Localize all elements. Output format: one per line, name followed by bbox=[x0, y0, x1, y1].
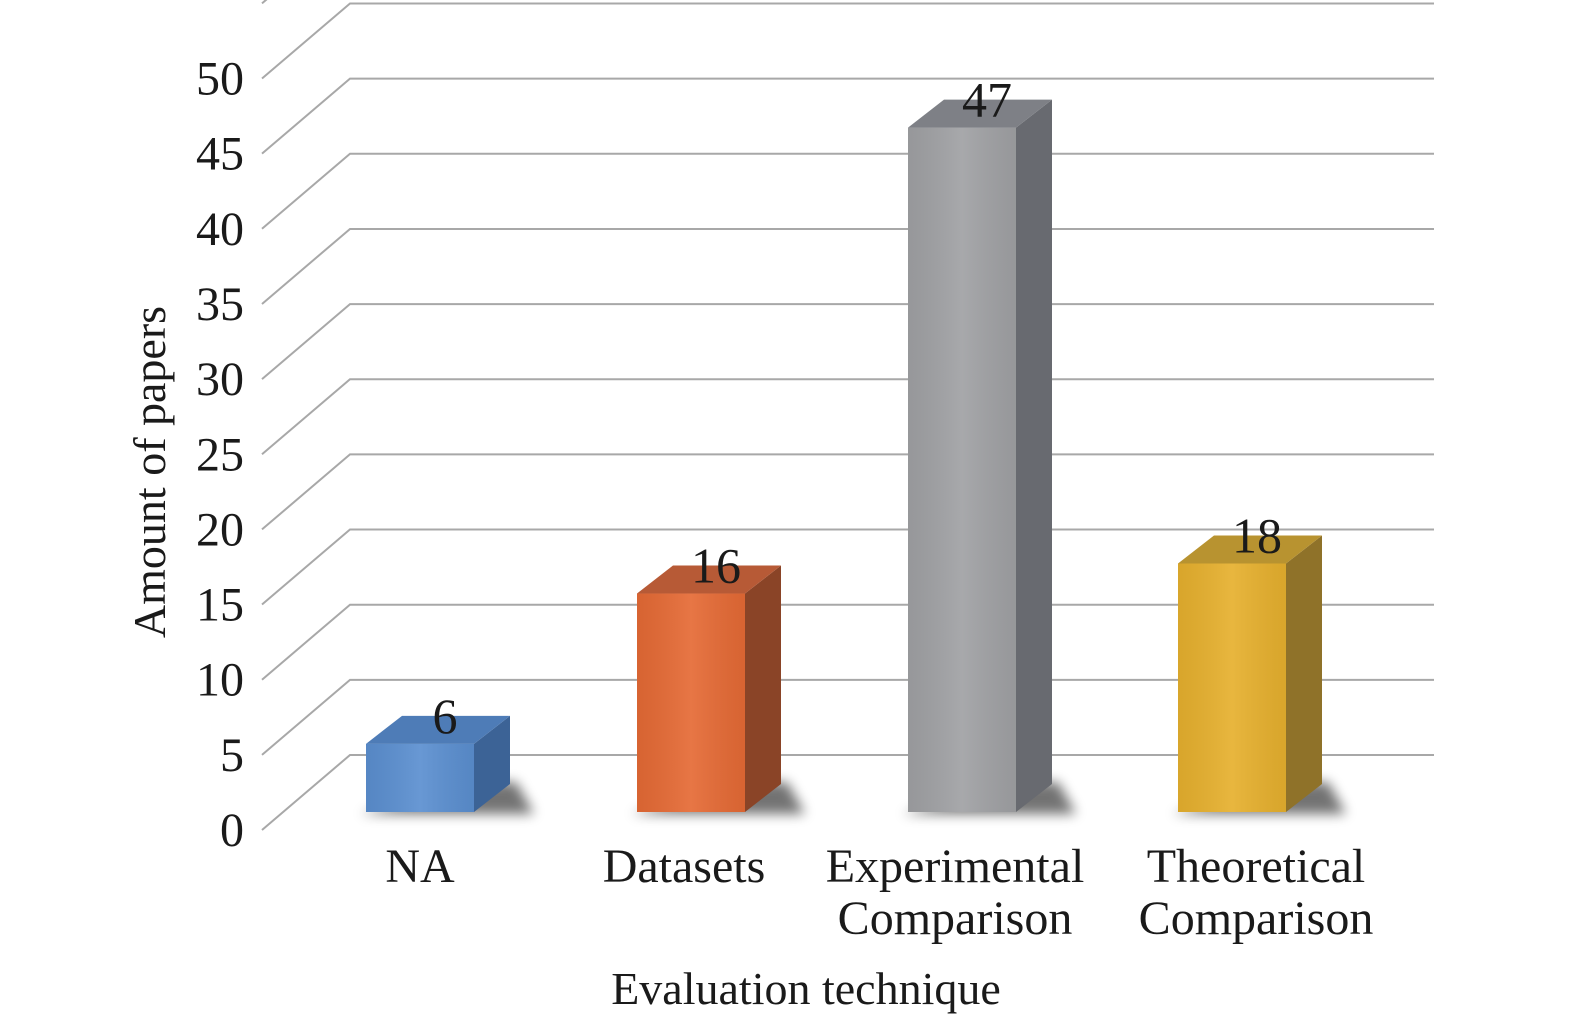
y-tick-label: 45 bbox=[196, 128, 244, 181]
x-category-label: NA bbox=[385, 840, 455, 893]
bar-front-sheen bbox=[366, 743, 474, 812]
y-tick-label: 15 bbox=[196, 579, 244, 632]
data-label: 47 bbox=[962, 72, 1012, 128]
y-tick-label: 20 bbox=[196, 503, 244, 556]
x-category-label: Datasets bbox=[603, 840, 766, 893]
x-category-label: Experimental bbox=[826, 840, 1085, 893]
y-tick-label: 10 bbox=[196, 654, 244, 707]
gridline bbox=[261, 77, 1434, 155]
x-axis-categories: NA Datasets ExperimentalComparisonTheoreti… bbox=[385, 840, 1373, 945]
gridline bbox=[261, 453, 1434, 531]
bar-top bbox=[908, 99, 1052, 128]
x-category-label: Theoretical bbox=[1147, 840, 1366, 893]
data-labels: 6 16 47 18 bbox=[433, 72, 1283, 744]
bar-side bbox=[745, 565, 781, 812]
y-axis-ticks: 0 5 10 15 20 25 30 35 40 45 50 bbox=[196, 53, 244, 858]
y-tick-label: 40 bbox=[196, 203, 244, 256]
bar-side bbox=[474, 715, 510, 812]
bar-side bbox=[1016, 99, 1052, 813]
bar bbox=[631, 565, 805, 814]
bar-front-sheen bbox=[1178, 563, 1286, 812]
y-tick-label: 35 bbox=[196, 278, 244, 331]
y-axis-title: Amount of papers bbox=[124, 306, 175, 638]
x-category-label: Comparison bbox=[1139, 892, 1374, 945]
data-label: 18 bbox=[1232, 507, 1282, 563]
bar-top bbox=[1178, 535, 1322, 564]
gridline bbox=[261, 2, 1434, 80]
bar-front-sheen bbox=[637, 593, 745, 812]
gridline bbox=[261, 528, 1434, 606]
bar bbox=[1172, 535, 1346, 814]
bar-front-sheen bbox=[908, 127, 1016, 813]
y-tick-label: 25 bbox=[196, 428, 244, 481]
gridline bbox=[261, 303, 1434, 380]
data-label: 6 bbox=[433, 688, 458, 744]
gridline bbox=[261, 754, 1434, 831]
y-tick-label: 50 bbox=[196, 53, 244, 106]
x-category-label: Comparison bbox=[838, 892, 1073, 945]
data-label: 16 bbox=[691, 538, 741, 594]
gridline bbox=[261, 603, 1434, 681]
x-axis-title: Evaluation technique bbox=[611, 963, 1001, 1014]
bar bbox=[360, 715, 534, 814]
y-tick-label: 5 bbox=[220, 729, 244, 782]
bars bbox=[360, 99, 1346, 814]
gridline bbox=[261, 378, 1434, 456]
gridlines bbox=[261, 0, 1434, 831]
bar-side bbox=[1286, 535, 1322, 812]
y-tick-label: 0 bbox=[220, 804, 244, 857]
gridline bbox=[261, 227, 1434, 305]
y-tick-label: 30 bbox=[196, 353, 244, 406]
bar bbox=[902, 99, 1076, 814]
bar-top bbox=[366, 715, 510, 744]
gridline bbox=[261, 678, 1434, 756]
bar-top bbox=[637, 565, 781, 594]
gridline bbox=[261, 152, 1434, 230]
